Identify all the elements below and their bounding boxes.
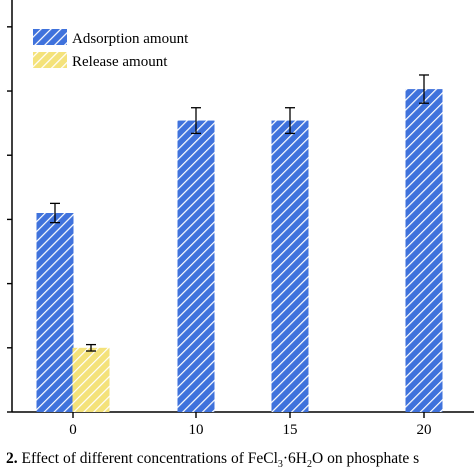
- caption-text-1: Effect of different concentrations of Fe…: [21, 450, 278, 467]
- error-bar: [86, 343, 96, 352]
- x-tick-label: 0: [69, 422, 77, 438]
- figure-caption: 2. Effect of different concentrations of…: [6, 450, 419, 470]
- bar-release-0: [72, 347, 110, 412]
- bar-adsorption-0: [36, 213, 74, 412]
- bar-adsorption-10: [177, 120, 215, 413]
- legend-label-adsorption: Adsorption amount: [72, 31, 189, 47]
- x-tick-label: 15: [283, 422, 298, 438]
- caption-sub-1: 3: [277, 459, 283, 471]
- x-tick-label: 20: [417, 422, 432, 438]
- legend: Adsorption amount Release amount: [33, 29, 189, 70]
- legend-swatch-release: [33, 52, 67, 68]
- caption-text-2: ·6H: [282, 450, 307, 467]
- error-bar: [50, 202, 60, 224]
- error-bar: [191, 107, 201, 135]
- caption-figure-number: 2.: [6, 450, 18, 467]
- caption-sub-2: 2: [307, 459, 312, 471]
- bar-adsorption-20: [405, 89, 443, 413]
- caption-text-3: O on phosphate s: [312, 450, 420, 467]
- legend-label-release: Release amount: [72, 54, 168, 70]
- legend-swatch-adsorption: [33, 29, 67, 45]
- error-bar: [285, 107, 295, 135]
- bar-adsorption-15: [271, 120, 309, 413]
- error-bar: [419, 74, 429, 104]
- x-tick-label: 10: [189, 422, 204, 438]
